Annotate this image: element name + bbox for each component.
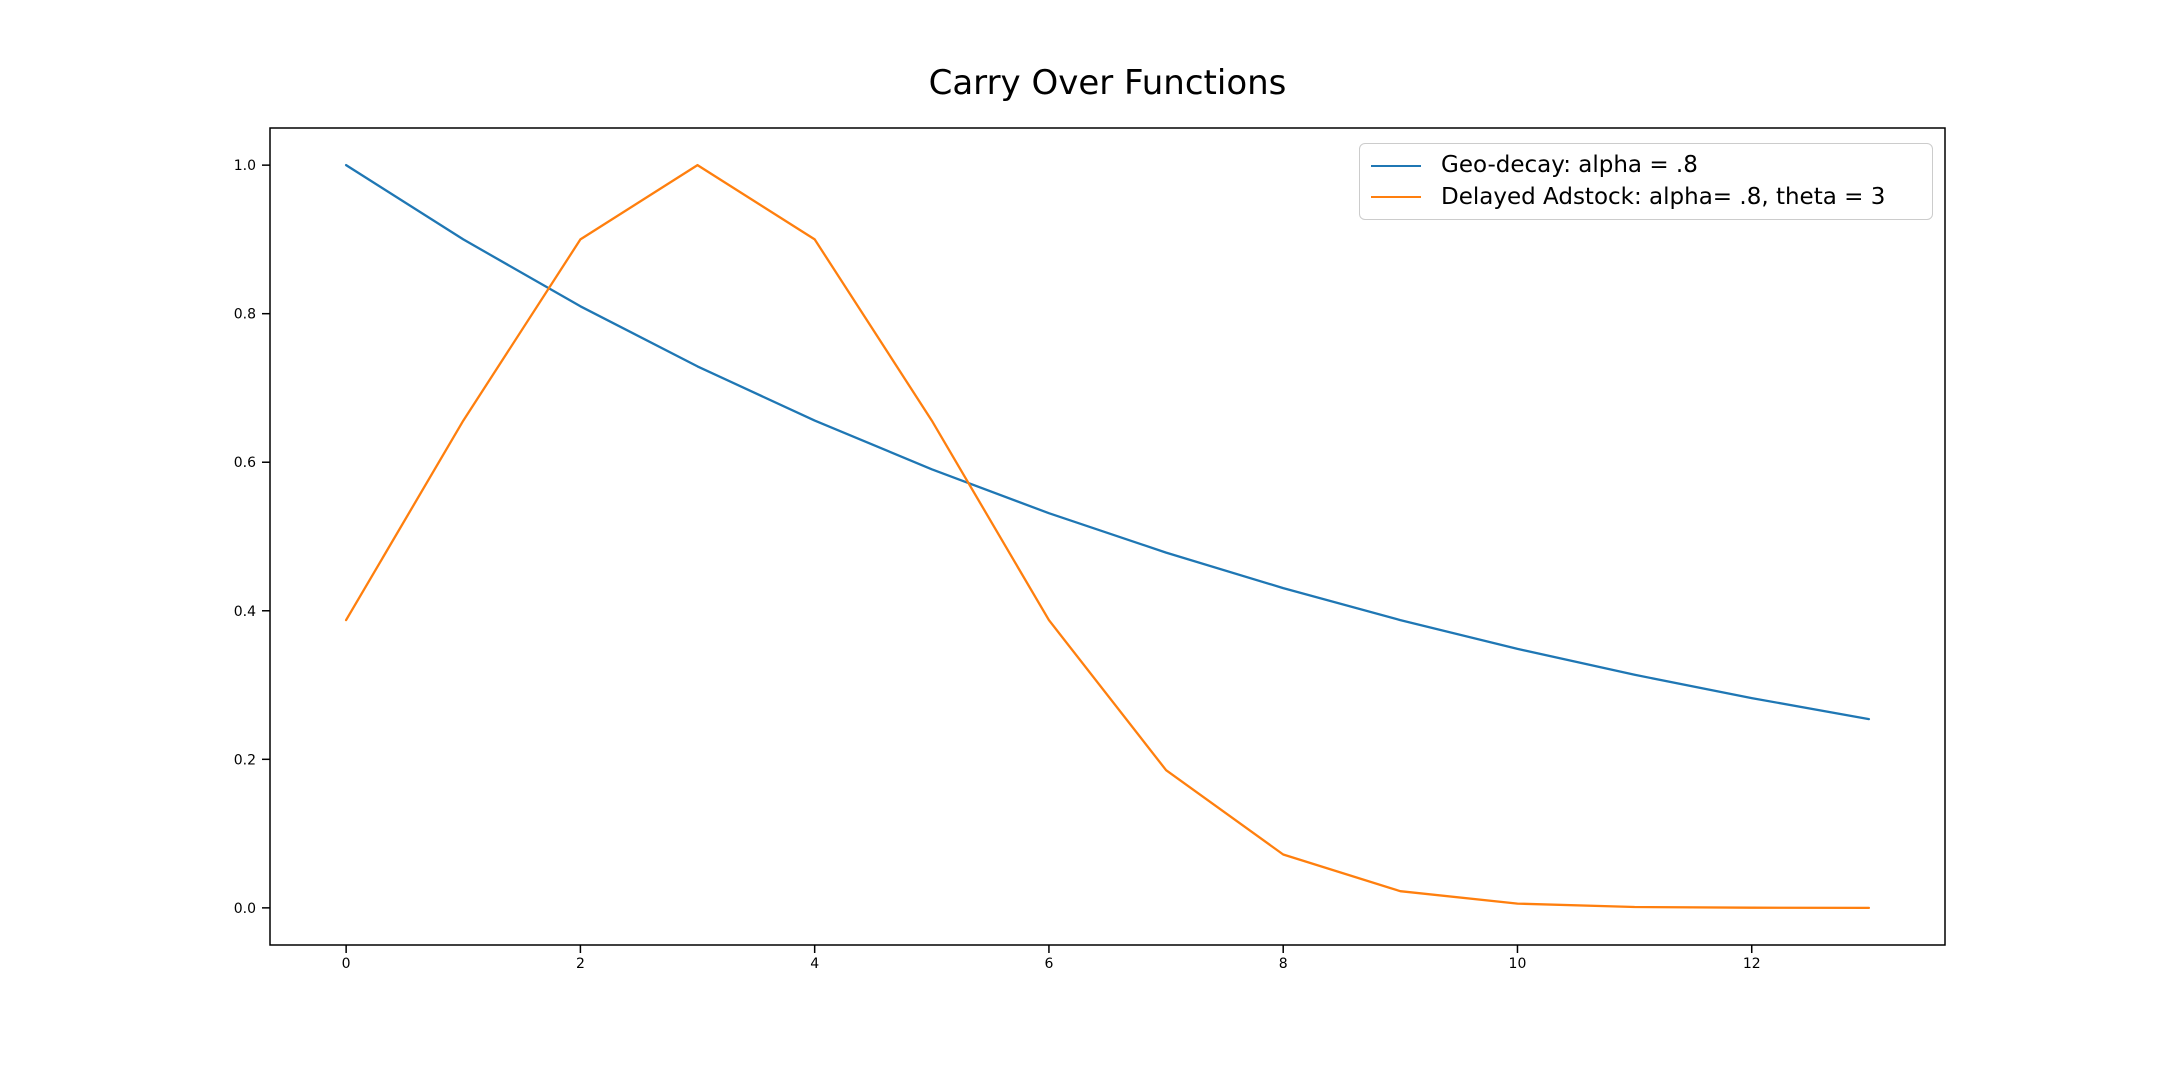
x-tick-label: 0 [342, 956, 351, 972]
delayed-adstock-line-sample [1371, 195, 1421, 199]
geo-decay-line [344, 163, 1871, 721]
x-tick-label: 4 [810, 956, 819, 972]
y-tick-label: 1.0 [234, 158, 256, 174]
x-tick-label: 2 [576, 956, 585, 972]
legend-label: Geo-decay: alpha = .8 [1441, 152, 1698, 179]
legend-label: Delayed Adstock: alpha= .8, theta = 3 [1441, 183, 1886, 210]
legend-item-delayed-adstock: Delayed Adstock: alpha= .8, theta = 3 [1360, 183, 1932, 210]
chart-title: Carry Over Functions [928, 63, 1287, 103]
axes-spines [269, 127, 1946, 946]
y-tick-label: 0.6 [234, 455, 256, 471]
geo-decay-line-sample [1371, 164, 1421, 168]
x-tick-label: 6 [1044, 956, 1053, 972]
x-tick-label: 10 [1509, 956, 1527, 972]
legend-item-geo-decay: Geo-decay: alpha = .8 [1360, 154, 1932, 177]
legend: Geo-decay: alpha = .8 Delayed Adstock: a… [1359, 143, 1933, 220]
y-tick-label: 0.2 [234, 752, 256, 768]
y-tick-label: 0.0 [234, 901, 256, 917]
delayed-adstock-line [344, 163, 1871, 910]
y-tick-label: 0.4 [234, 604, 256, 620]
x-tick-label: 8 [1279, 956, 1288, 972]
y-tick-label: 0.8 [234, 307, 256, 323]
x-tick-label: 12 [1743, 956, 1761, 972]
